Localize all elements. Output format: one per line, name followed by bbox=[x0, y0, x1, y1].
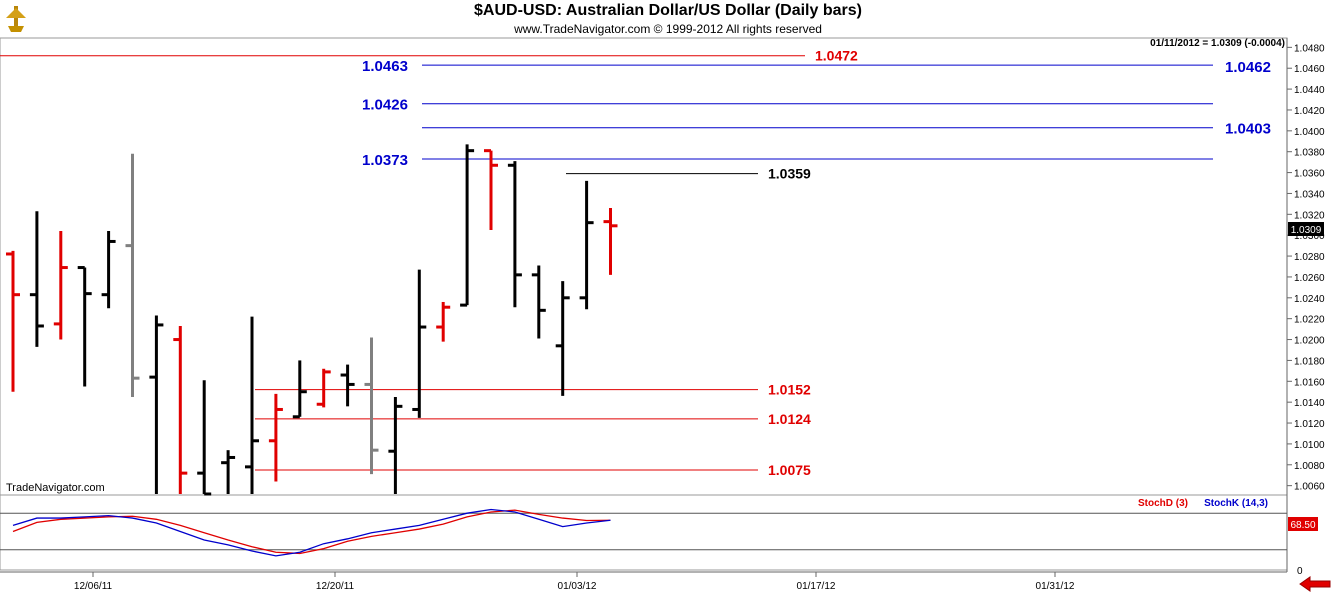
ohlc-bar bbox=[460, 144, 475, 307]
ohlc-bar bbox=[101, 231, 116, 309]
price-axis-label: 1.0240 bbox=[1294, 294, 1325, 305]
price-axis-label: 1.0380 bbox=[1294, 148, 1325, 159]
price-axis-label: 1.0100 bbox=[1294, 440, 1325, 451]
date-axis-label: 01/17/12 bbox=[797, 581, 836, 592]
chart-subtitle: www.TradeNavigator.com © 1999-2012 All r… bbox=[514, 22, 822, 36]
stoch-d-line bbox=[12, 509, 611, 555]
watermark: TradeNavigator.com bbox=[6, 482, 105, 494]
ohlc-bar bbox=[507, 161, 522, 308]
ohlc-bar bbox=[221, 450, 236, 494]
level-label: 1.0463 bbox=[362, 58, 408, 75]
price-axis-label: 1.0140 bbox=[1294, 398, 1325, 409]
last-price-label: 1.0309 bbox=[1291, 225, 1322, 236]
price-axis-label: 1.0080 bbox=[1294, 461, 1325, 472]
chart-title: $AUD-USD: Australian Dollar/US Dollar (D… bbox=[474, 2, 862, 19]
last-price-tag: 1.0309 bbox=[1288, 222, 1324, 236]
stoch-k-legend: StochK (14,3) bbox=[1204, 498, 1268, 509]
price-axis-label: 1.0280 bbox=[1294, 252, 1325, 263]
level-label: 1.0462 bbox=[1225, 59, 1271, 76]
stoch-value-label: 68.50 bbox=[1290, 520, 1315, 531]
price-axis-label: 1.0180 bbox=[1294, 356, 1325, 367]
price-axis-label: 1.0060 bbox=[1294, 482, 1325, 493]
price-axis-label: 1.0460 bbox=[1294, 64, 1325, 75]
ohlc-bar bbox=[173, 325, 188, 494]
ohlc-bar bbox=[340, 364, 355, 407]
date-axis-label: 12/20/11 bbox=[316, 581, 355, 592]
ohlc-bar bbox=[77, 266, 92, 387]
stoch-d-legend: StochD (3) bbox=[1138, 498, 1188, 509]
level-label: 1.0373 bbox=[362, 152, 408, 169]
chart-header: $AUD-USD: Australian Dollar/US Dollar (D… bbox=[0, 0, 1336, 38]
ohlc-bar bbox=[388, 396, 403, 494]
price-axis-label: 1.0300 bbox=[1294, 231, 1325, 242]
quote-readout: 01/11/2012 = 1.0309 (-0.0004) bbox=[1150, 38, 1285, 49]
stoch-zero-label: 0 bbox=[1297, 566, 1303, 577]
ohlc-bar bbox=[316, 368, 331, 408]
level-label: 1.0472 bbox=[815, 48, 858, 64]
level-label: 1.0359 bbox=[768, 166, 811, 182]
price-axis-label: 1.0440 bbox=[1294, 85, 1325, 96]
ohlc-bar bbox=[53, 231, 68, 340]
ohlc-bar bbox=[149, 315, 164, 494]
ohlc-bar bbox=[531, 265, 546, 339]
price-axis-label: 1.0220 bbox=[1294, 315, 1325, 326]
ohlc-bar bbox=[436, 301, 451, 342]
ohlc-bar bbox=[29, 211, 44, 347]
level-label: 1.0124 bbox=[768, 411, 811, 427]
stoch-k-line bbox=[12, 508, 611, 557]
stoch-value-tag: 68.50 bbox=[1288, 517, 1318, 531]
price-axis-label: 1.0320 bbox=[1294, 210, 1325, 221]
ohlc-bar bbox=[6, 250, 20, 392]
date-axis-label: 01/03/12 bbox=[558, 581, 597, 592]
ohlc-bar bbox=[555, 281, 570, 396]
ohlc-bar bbox=[412, 269, 427, 418]
price-axis-label: 1.0120 bbox=[1294, 419, 1325, 430]
level-label: 1.0426 bbox=[362, 97, 408, 114]
ohlc-bar bbox=[125, 153, 140, 397]
price-axis-label: 1.0480 bbox=[1294, 43, 1325, 54]
ohlc-bar bbox=[579, 180, 594, 310]
level-label: 1.0152 bbox=[768, 382, 811, 398]
ohlc-bar bbox=[364, 337, 379, 475]
date-axis-label: 01/31/12 bbox=[1036, 581, 1075, 592]
ohlc-bar bbox=[268, 393, 283, 482]
ohlc-bar bbox=[197, 380, 212, 496]
price-axis-label: 1.0200 bbox=[1294, 336, 1325, 347]
ohlc-bar bbox=[484, 149, 498, 230]
price-axis-label: 1.0360 bbox=[1294, 169, 1325, 180]
price-axis-label: 1.0420 bbox=[1294, 106, 1325, 117]
level-label: 1.0403 bbox=[1225, 121, 1271, 138]
price-axis-label: 1.0160 bbox=[1294, 377, 1325, 388]
level-label: 1.0075 bbox=[768, 462, 811, 478]
price-axis-label: 1.0340 bbox=[1294, 189, 1325, 200]
tradenavigator-logo-icon bbox=[4, 4, 28, 34]
ohlc-bar bbox=[603, 208, 618, 275]
scroll-left-arrow-icon[interactable] bbox=[1298, 576, 1332, 592]
date-axis-label: 12/06/11 bbox=[74, 581, 113, 592]
price-axis-label: 1.0260 bbox=[1294, 273, 1325, 284]
price-axis-label: 1.0400 bbox=[1294, 127, 1325, 138]
ohlc-bar bbox=[292, 360, 307, 419]
ohlc-bar bbox=[245, 316, 259, 494]
